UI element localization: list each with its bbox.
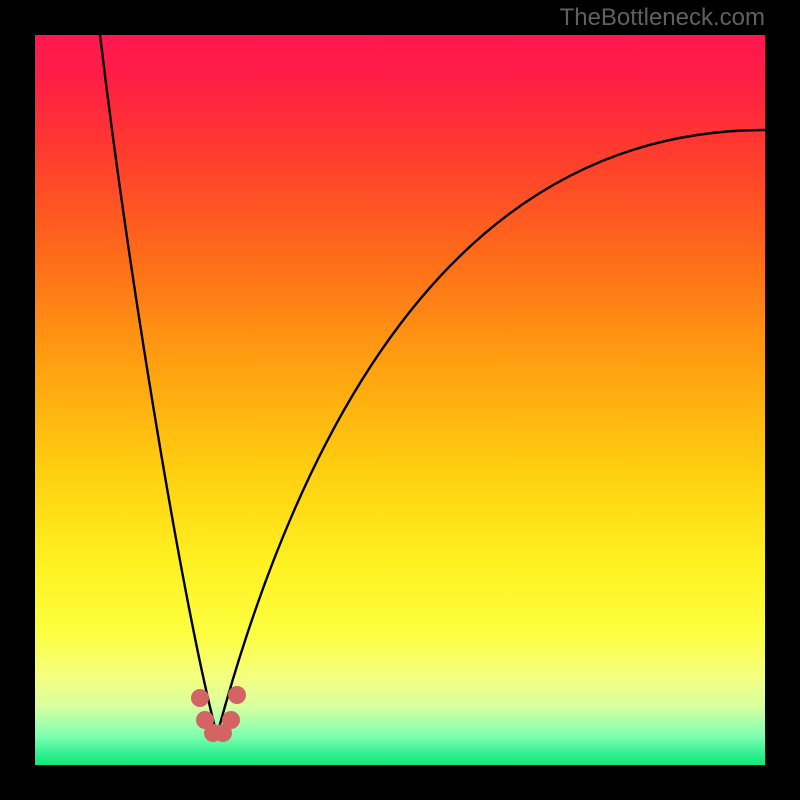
plot-area [35,35,765,765]
curve-marker [222,711,240,729]
chart-svg [35,35,765,765]
curve-marker [228,686,246,704]
curve-marker [191,689,209,707]
watermark-text: TheBottleneck.com [560,4,765,32]
